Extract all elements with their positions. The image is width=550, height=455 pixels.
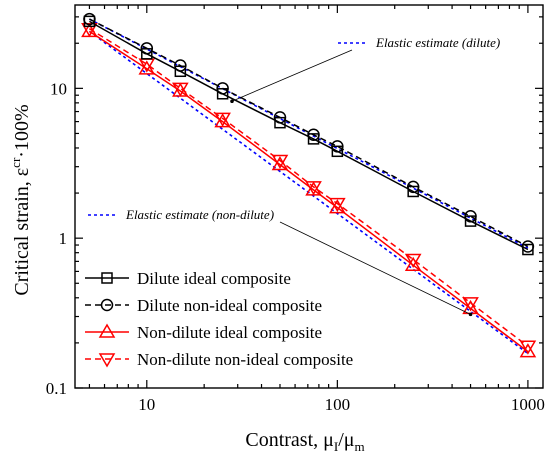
annotation-0: Elastic estimate (dilute): [230, 35, 500, 104]
data-point: [214, 112, 231, 127]
legend-entry-0: Dilute ideal composite: [85, 269, 291, 288]
data-point: [329, 199, 346, 214]
series-line: [89, 20, 529, 251]
data-point: [138, 60, 156, 75]
legend-label: Dilute non-ideal composite: [137, 296, 322, 315]
data-point: [174, 59, 187, 72]
legend-marker: [100, 298, 114, 312]
data-point: [81, 22, 98, 38]
legend-marker: [101, 272, 113, 284]
x-axis-title: Contrast, μI/μm: [245, 429, 364, 454]
data-point: [462, 297, 479, 312]
series-line: [88, 30, 529, 353]
annotation-leader: [231, 49, 353, 102]
data-point: [273, 111, 287, 124]
y-ticks: 0.1 1 10: [46, 16, 543, 398]
data-point: [307, 128, 320, 142]
data-point: [519, 340, 537, 355]
series-1: [83, 12, 535, 253]
legend-marker: [98, 323, 116, 338]
series-layer: [81, 12, 537, 358]
annotation-label: Elastic estimate (non-dilute): [125, 207, 274, 222]
annotation-label: Elastic estimate (dilute): [375, 35, 500, 50]
legend-entry-2: Non-dilute ideal composite: [85, 323, 322, 342]
data-point: [331, 140, 344, 153]
x-tick-label: 1000: [511, 395, 545, 414]
data-point: [140, 42, 154, 55]
series-line: [89, 28, 529, 347]
data-point: [404, 253, 422, 269]
plot-frame: [74, 4, 544, 389]
annotation-pointer: [230, 99, 234, 104]
data-point: [271, 154, 289, 169]
data-point: [83, 12, 96, 26]
y-tick-label: 1: [59, 229, 68, 248]
legend: Dilute ideal composite Dilute non-ideal c…: [85, 269, 353, 369]
legend-entry-1: Dilute non-ideal composite: [85, 296, 322, 315]
data-point: [464, 215, 477, 227]
data-point: [271, 156, 289, 171]
legend-label: Dilute ideal composite: [137, 269, 291, 288]
x-ticks: 10 100 1000: [88, 5, 545, 414]
legend-entry-3: Non-dilute non-ideal composite: [85, 350, 353, 369]
x-tick-label: 10: [138, 395, 155, 414]
data-point: [329, 197, 346, 213]
y-tick-label: 10: [50, 79, 67, 98]
data-point: [331, 145, 344, 158]
annotation-leader: [279, 221, 471, 315]
data-point: [172, 82, 189, 97]
x-tick-label: 100: [325, 395, 351, 414]
data-point: [216, 82, 229, 95]
y-axis-title: Critical strain, εcr·100%: [8, 104, 33, 295]
annotation-1: Elastic estimate (non-dilute): [88, 207, 473, 317]
data-point: [307, 133, 320, 145]
data-point: [305, 181, 322, 196]
series-line: [89, 18, 529, 248]
annotation-pointer: [468, 312, 473, 317]
data-point: [519, 343, 537, 358]
data-point: [404, 256, 422, 271]
data-point: [406, 180, 420, 194]
axis-lines: [74, 4, 544, 389]
data-point: [464, 210, 477, 223]
series-3: [81, 22, 537, 355]
legend-label: Non-dilute non-ideal composite: [137, 350, 353, 369]
legend-label: Non-dilute ideal composite: [137, 323, 322, 342]
annotation-layer: Elastic estimate (dilute) Elastic estimat…: [88, 35, 500, 317]
y-tick-label: 0.1: [46, 379, 67, 398]
legend-marker: [98, 353, 116, 368]
data-point: [521, 240, 535, 253]
